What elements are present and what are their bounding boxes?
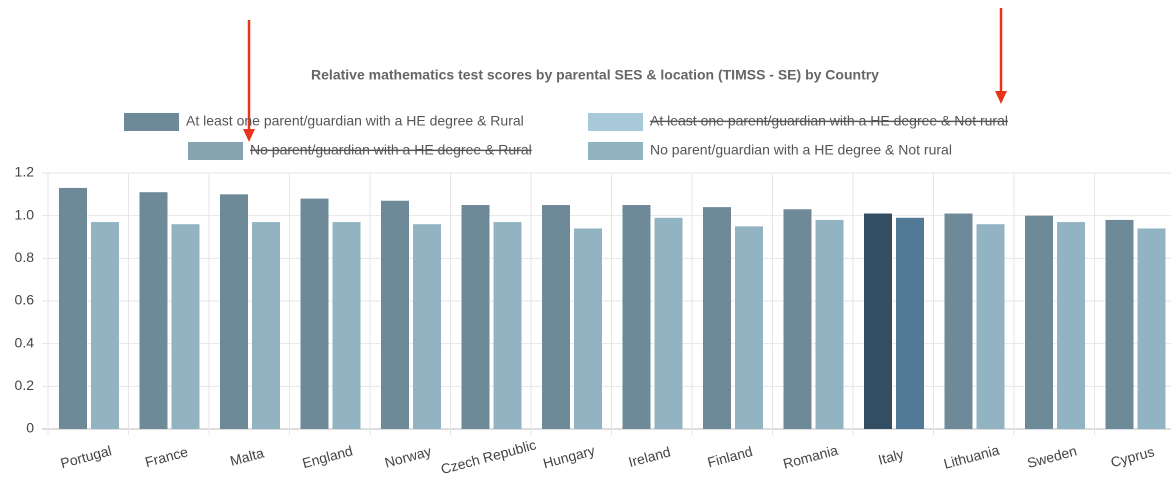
y-tick-label: 1.0 xyxy=(15,206,35,222)
bar xyxy=(493,222,522,429)
bar xyxy=(783,209,812,429)
x-tick-label: Norway xyxy=(383,443,433,471)
x-tick-label: England xyxy=(301,442,355,471)
x-tick-label: Italy xyxy=(876,446,905,468)
y-tick-label: 0 xyxy=(26,420,34,436)
bar xyxy=(59,187,87,429)
bar xyxy=(735,226,763,429)
bar xyxy=(622,205,651,429)
x-tick-label: Finland xyxy=(706,443,754,470)
x-tick-label: Czech Republic xyxy=(439,436,538,477)
x-tick-label: Romania xyxy=(781,442,839,472)
legend-swatch xyxy=(588,142,643,160)
bar xyxy=(1105,219,1134,429)
y-tick-label: 0.8 xyxy=(15,249,35,265)
x-tick-label: Ireland xyxy=(627,443,672,470)
x-tick-label: Portugal xyxy=(59,442,114,471)
bar xyxy=(332,222,361,429)
bar xyxy=(413,224,441,429)
bar xyxy=(252,222,280,429)
legend-label: No parent/guardian with a HE degree & Ru… xyxy=(250,142,532,158)
bar xyxy=(864,213,892,429)
bar xyxy=(139,192,168,429)
bar xyxy=(944,213,973,429)
chart-title: Relative mathematics test scores by pare… xyxy=(311,67,879,83)
bar xyxy=(1057,222,1085,429)
bar xyxy=(896,217,924,429)
legend-label: No parent/guardian with a HE degree & No… xyxy=(650,142,952,158)
bar xyxy=(703,207,731,429)
legend-label: At least one parent/guardian with a HE d… xyxy=(650,113,1008,129)
bar xyxy=(220,194,248,429)
y-tick-label: 1.2 xyxy=(15,164,35,180)
bar xyxy=(976,224,1005,429)
y-tick-label: 0.6 xyxy=(15,292,35,308)
bar xyxy=(815,219,844,429)
legend-swatch xyxy=(188,142,243,160)
x-tick-label: Hungary xyxy=(541,442,596,471)
bar xyxy=(1137,228,1166,429)
x-tick-label: Sweden xyxy=(1025,442,1078,471)
legend-label: At least one parent/guardian with a HE d… xyxy=(186,113,524,129)
bar xyxy=(381,200,409,429)
annotation-arrow xyxy=(995,8,1007,104)
y-tick-label: 0.2 xyxy=(15,377,35,393)
x-tick-label: France xyxy=(143,443,189,470)
plot-area: 0 0.2 0.4 0.6 0.8 1.0 1.2 Portugal France Malta En… xyxy=(15,164,1171,477)
annotation-arrow xyxy=(243,20,255,142)
bar xyxy=(300,198,329,429)
y-tick-label: 0.4 xyxy=(15,334,35,350)
bar xyxy=(91,222,119,429)
bar xyxy=(542,205,570,429)
x-tick-label: Cyprus xyxy=(1109,443,1156,470)
legend-swatch xyxy=(588,113,643,131)
bar xyxy=(171,224,200,429)
legend-swatch xyxy=(124,113,179,131)
bar xyxy=(1025,215,1053,429)
bar xyxy=(461,205,490,429)
x-tick-label: Lithuania xyxy=(942,442,1001,472)
x-tick-label: Malta xyxy=(228,445,265,469)
bar xyxy=(574,228,602,429)
bar xyxy=(654,217,683,429)
